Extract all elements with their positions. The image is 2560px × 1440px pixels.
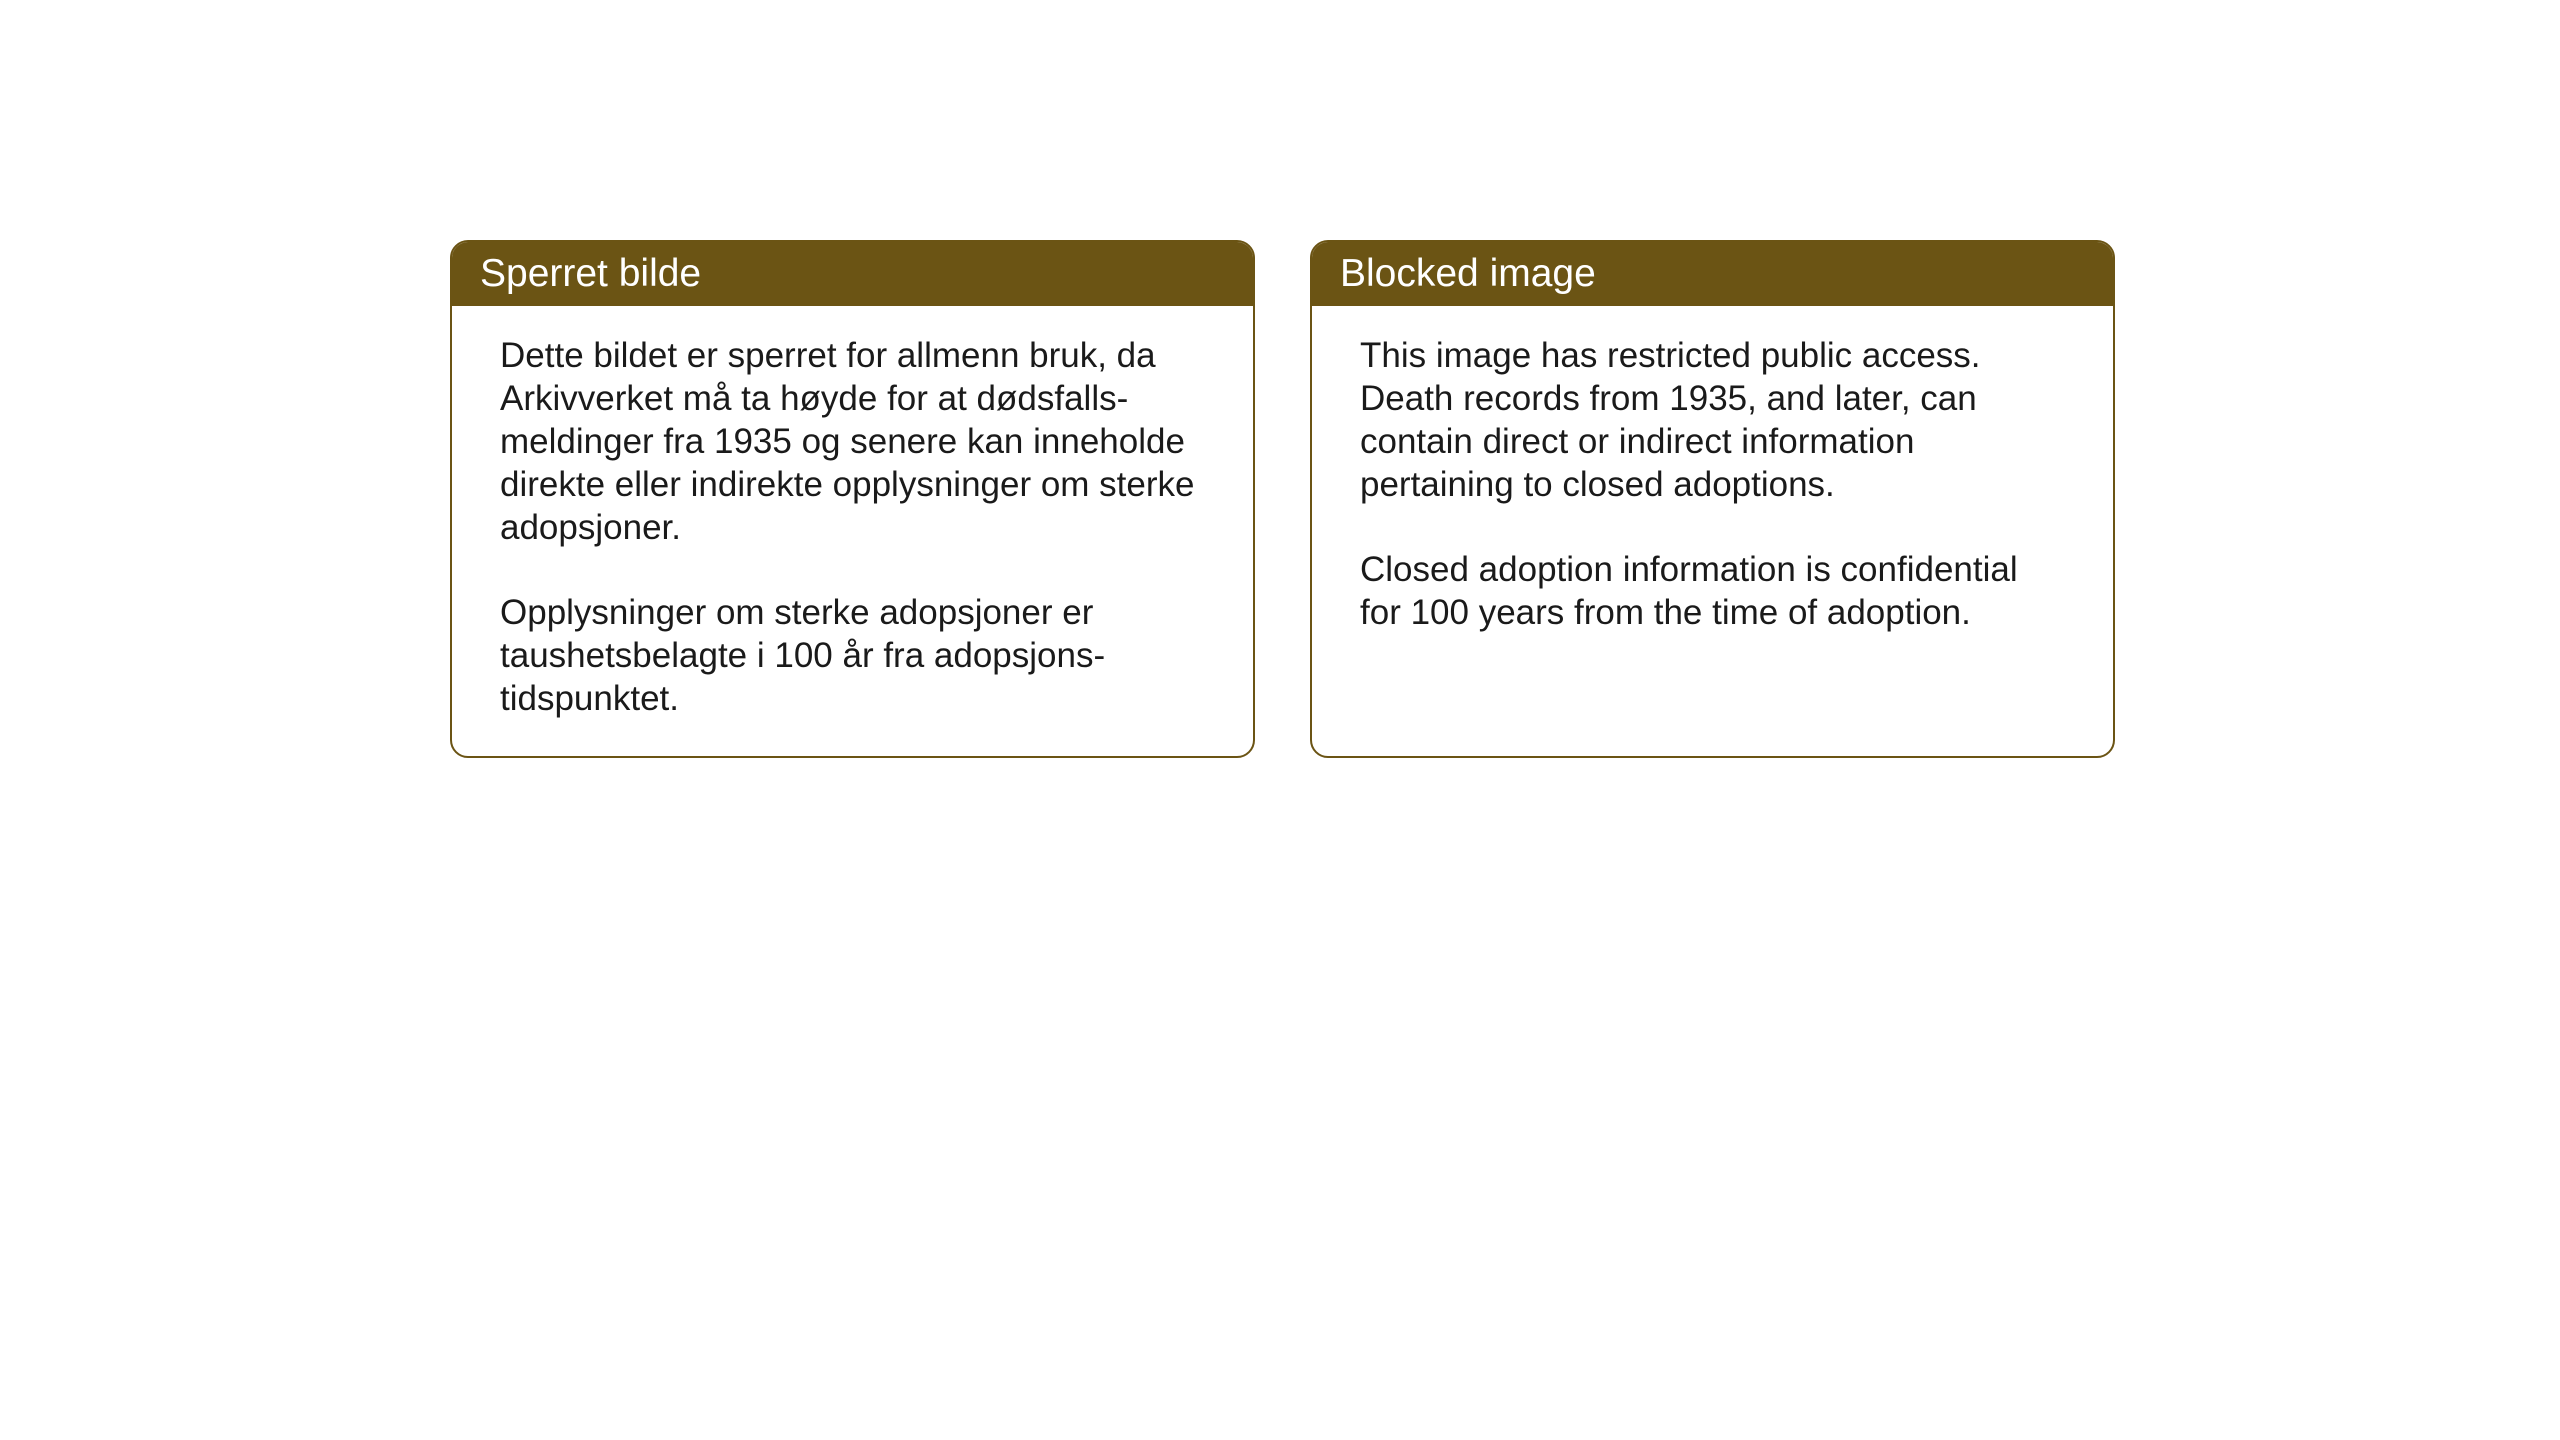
card-body: Dette bildet er sperret for allmenn bruk…	[452, 306, 1253, 756]
card-paragraph-2: Opplysninger om sterke adopsjoner er tau…	[500, 591, 1205, 720]
card-title: Blocked image	[1340, 252, 2085, 296]
notice-card-english: Blocked image This image has restricted …	[1310, 240, 2115, 758]
card-title: Sperret bilde	[480, 252, 1225, 296]
card-body: This image has restricted public access.…	[1312, 306, 2113, 748]
card-paragraph-1: Dette bildet er sperret for allmenn bruk…	[500, 334, 1205, 549]
card-header: Sperret bilde	[452, 242, 1253, 306]
card-paragraph-1: This image has restricted public access.…	[1360, 334, 2065, 506]
notice-cards-container: Sperret bilde Dette bildet er sperret fo…	[450, 240, 2115, 758]
notice-card-norwegian: Sperret bilde Dette bildet er sperret fo…	[450, 240, 1255, 758]
card-header: Blocked image	[1312, 242, 2113, 306]
card-paragraph-2: Closed adoption information is confident…	[1360, 548, 2065, 634]
